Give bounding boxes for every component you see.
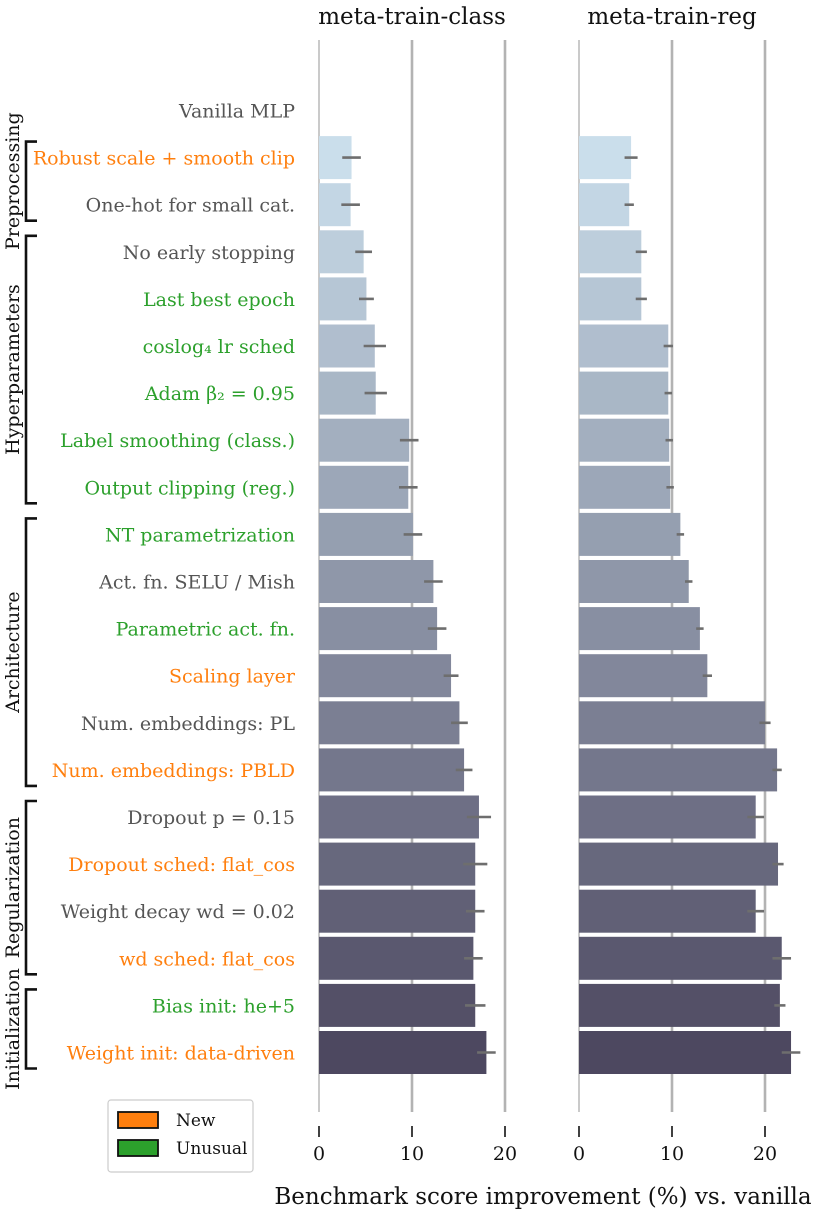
category-label: NT parametrization	[105, 524, 295, 546]
bar-11	[579, 607, 700, 651]
bar-9	[319, 512, 413, 556]
category-label: Scaling layer	[169, 666, 296, 688]
x-tick-label: 0	[313, 1143, 325, 1165]
category-label: Vanilla MLP	[178, 101, 295, 123]
bar-14	[319, 748, 465, 792]
category-label: Num. embeddings: PBLD	[52, 760, 295, 782]
bar-7	[319, 418, 410, 462]
bar-5	[579, 324, 669, 368]
group-bracket	[24, 234, 37, 505]
legend-swatch	[117, 1139, 159, 1157]
bar-1	[579, 136, 632, 180]
bar-13	[319, 701, 460, 745]
category-label: Robust scale + smooth clip	[33, 148, 295, 170]
legend-label: Unusual	[176, 1139, 247, 1159]
category-label: One-hot for small cat.	[86, 195, 295, 217]
bar-16	[579, 842, 779, 886]
category-label: Dropout sched: flat_cos	[68, 854, 295, 876]
bar-17	[579, 889, 756, 933]
group-regularization: Regularization	[2, 799, 37, 976]
group-label: Preprocessing	[2, 112, 24, 250]
bar-17	[319, 889, 476, 933]
group-hyperparameters: Hyperparameters	[2, 234, 37, 505]
bar-18	[319, 936, 474, 980]
category-label: Adam β₂ = 0.95	[144, 383, 295, 405]
group-label: Architecture	[2, 591, 24, 713]
category-label: Last best epoch	[143, 289, 295, 311]
group-label: Hyperparameters	[2, 284, 24, 455]
bar-16	[319, 842, 476, 886]
panel-title: meta-train-reg	[587, 4, 757, 30]
legend: New Unusual	[107, 1099, 254, 1173]
category-label: Num. embeddings: PL	[81, 713, 295, 735]
group-label: Regularization	[2, 817, 24, 958]
bar-4	[579, 277, 642, 321]
group-label: Initialization	[2, 968, 24, 1090]
bar-7	[579, 418, 670, 462]
x-axis-label: Benchmark score improvement (%) vs. vani…	[274, 1184, 811, 1210]
category-label: wd sched: flat_cos	[119, 948, 295, 970]
panel-meta-train-reg: meta-train-reg 0 10 20	[573, 4, 801, 1165]
panels: meta-train-class 0 10 20 meta-train-reg 0 10 20	[313, 4, 801, 1165]
bar-8	[319, 465, 409, 509]
bar-20	[319, 1031, 487, 1074]
bar-10	[319, 560, 434, 603]
bar-19	[579, 983, 780, 1027]
legend-label: New	[176, 1111, 216, 1131]
bar-13	[579, 701, 765, 745]
category-label: Dropout p = 0.15	[127, 807, 295, 829]
legend-swatch	[117, 1111, 159, 1129]
category-label: Weight init: data-driven	[67, 1043, 295, 1065]
group-bracket	[24, 799, 37, 976]
category-label: Output clipping (reg.)	[84, 477, 295, 499]
bar-4	[319, 277, 367, 321]
bar-12	[319, 654, 452, 698]
bar-3	[579, 230, 642, 274]
x-tick-label: 10	[400, 1143, 424, 1165]
category-label: Act. fn. SELU / Mish	[98, 572, 295, 594]
category-labels: Vanilla MLP Robust scale + smooth clip One…	[33, 101, 296, 1065]
bar-6	[579, 371, 669, 415]
x-tick-label: 0	[573, 1143, 585, 1165]
bar-2	[579, 183, 630, 227]
group-bracket	[24, 140, 37, 222]
category-label: Parametric act. fn.	[116, 619, 295, 641]
category-label: Label smoothing (class.)	[60, 430, 295, 452]
category-label: Weight decay wd = 0.02	[61, 901, 295, 923]
panel-title: meta-train-class	[318, 4, 506, 30]
bar-12	[579, 654, 708, 698]
bar-11	[319, 607, 438, 651]
bar-14	[579, 748, 778, 792]
bar-19	[319, 983, 476, 1027]
bar-9	[579, 512, 681, 556]
bar-15	[579, 795, 756, 839]
group-architecture: Architecture	[2, 517, 37, 788]
group-preprocessing: Preprocessing	[2, 112, 37, 250]
x-tick-label: 20	[493, 1143, 517, 1165]
group-bracket	[24, 988, 37, 1070]
group-bracket	[24, 517, 37, 788]
group-brackets: Preprocessing Hyperparameters Architecture…	[2, 112, 37, 1090]
x-tick-label: 20	[753, 1143, 777, 1165]
bar-8	[579, 465, 671, 509]
bar-20	[579, 1031, 792, 1074]
group-initialization: Initialization	[2, 968, 37, 1090]
bar-15	[319, 795, 479, 839]
bar-18	[579, 936, 782, 980]
category-label: Bias init: he+5	[152, 995, 295, 1017]
category-label: No early stopping	[123, 242, 295, 264]
panel-meta-train-class: meta-train-class 0 10 20	[313, 4, 517, 1165]
bar-10	[579, 560, 689, 603]
category-label: coslog₄ lr sched	[143, 336, 295, 358]
x-tick-label: 10	[660, 1143, 684, 1165]
